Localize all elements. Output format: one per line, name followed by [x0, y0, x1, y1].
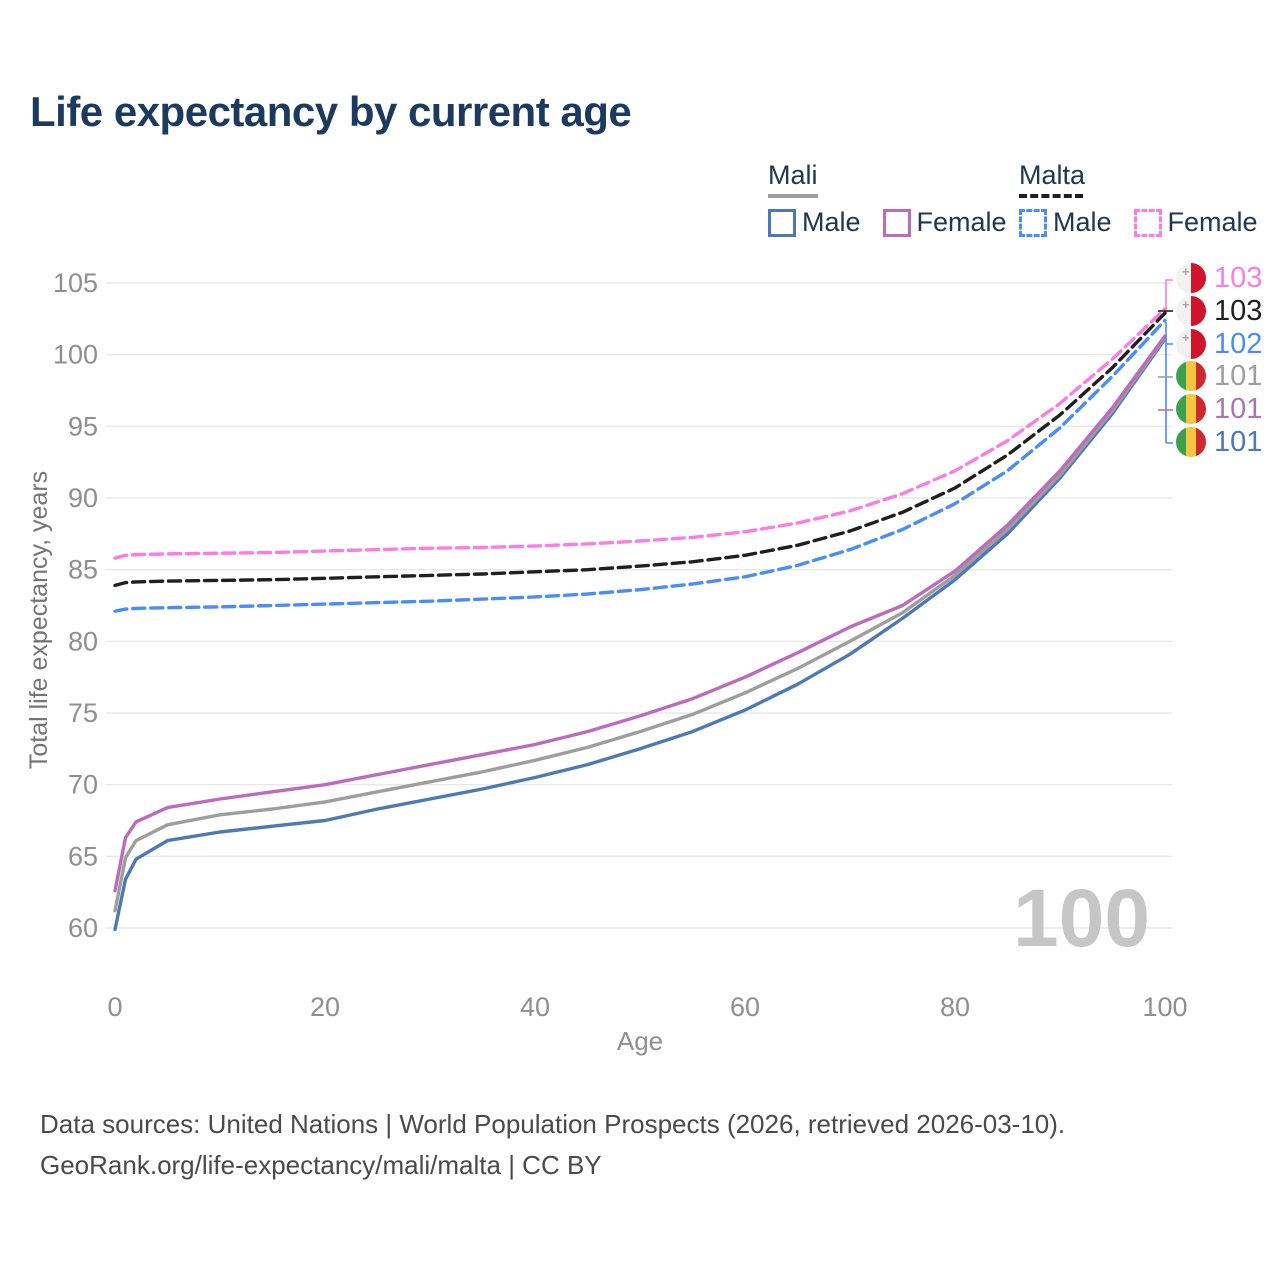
series-line-malta-female[interactable]	[113, 307, 1167, 560]
y-tick-label: 60	[68, 913, 98, 943]
mali-linestyle-swatch	[768, 194, 818, 198]
x-tick-label: 40	[520, 992, 550, 1022]
y-tick-label: 65	[68, 841, 98, 871]
legend-label-mali-male[interactable]: Male	[802, 207, 861, 237]
y-tick-label: 70	[68, 770, 98, 800]
x-tick-label: 0	[107, 992, 122, 1022]
legend-swatch-malta-male[interactable]	[1019, 208, 1047, 237]
legend-swatch-malta-female[interactable]	[1133, 208, 1162, 237]
y-tick-label: 75	[68, 698, 98, 728]
end-label-leader-line	[1165, 322, 1173, 444]
end-label-leader-line	[1165, 279, 1173, 312]
x-tick-label: 60	[730, 992, 760, 1022]
legend-malta-header[interactable]: Malta	[1019, 160, 1280, 198]
y-tick-label: 100	[53, 340, 98, 370]
legend-group-malta: Malta Male Female	[1019, 160, 1280, 238]
y-tick-label: 90	[68, 483, 98, 513]
y-tick-label: 80	[68, 626, 98, 656]
x-tick-label: 80	[940, 992, 970, 1022]
age-watermark: 100	[1013, 873, 1150, 964]
series-line-malta-all[interactable]	[113, 311, 1167, 588]
legend-label-malta-female[interactable]: Female	[1167, 207, 1258, 237]
footer-attribution-link: GeoRank.org/life-expectancy/mali/malta |…	[40, 1150, 602, 1180]
series-line-malta-male[interactable]	[113, 318, 1167, 613]
footer-data-sources: Data sources: United Nations | World Pop…	[40, 1109, 1066, 1139]
legend-label-malta-male[interactable]: Male	[1053, 207, 1112, 237]
legend-label-mali-female[interactable]: Female	[916, 207, 1007, 237]
legend-swatch-mali-male[interactable]	[768, 208, 796, 237]
x-tick-label: 20	[310, 992, 340, 1022]
series-line-mali-male[interactable]	[113, 337, 1167, 932]
y-axis-title: Total life expectancy, years	[25, 471, 53, 769]
series-line-mali-female[interactable]	[113, 334, 1167, 893]
y-tick-label: 95	[68, 411, 98, 441]
legend-swatch-mali-female[interactable]	[882, 208, 911, 237]
legend-mali-label: Mali	[768, 160, 818, 190]
malta-linestyle-swatch	[1019, 194, 1083, 198]
legend-group-mali: Mali Male Female	[768, 160, 1029, 238]
legend-mali-header[interactable]: Mali	[768, 160, 1029, 198]
legend-malta-label: Malta	[1019, 160, 1086, 190]
x-tick-label: 100	[1142, 992, 1187, 1022]
y-tick-label: 85	[68, 555, 98, 585]
series-line-mali-all[interactable]	[113, 335, 1167, 913]
y-tick-label: 105	[53, 268, 98, 298]
page-title: Life expectancy by current age	[30, 88, 632, 135]
x-axis-title: Age	[617, 1026, 663, 1056]
